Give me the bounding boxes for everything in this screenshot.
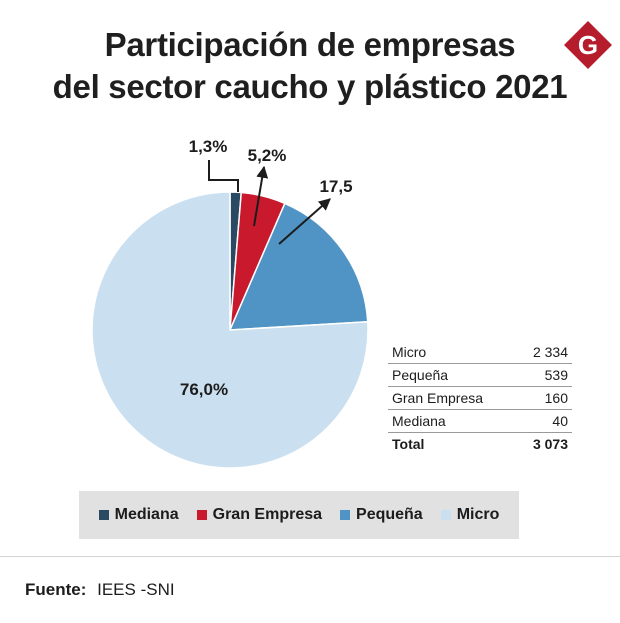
legend-item-pequena: Pequeña <box>340 506 423 524</box>
table-row: Mediana 40 <box>388 409 572 433</box>
table-cell-name: Micro <box>388 341 517 364</box>
table-cell-value: 40 <box>516 409 572 433</box>
footer-divider <box>0 556 620 557</box>
table-total-value: 3 073 <box>532 436 568 452</box>
legend-label-mediana: Mediana <box>114 506 179 523</box>
source-note: Fuente: IEES -SNI <box>25 580 175 600</box>
pie-slice-micro <box>91 191 369 469</box>
legend-swatch-micro <box>440 510 451 520</box>
legend-item-micro: Micro <box>440 506 500 524</box>
legend-swatch-pequena <box>340 510 351 520</box>
source-label: Fuente: <box>25 580 87 599</box>
pie-slice-pequena <box>228 202 369 331</box>
slice-label-mediana: 1,3% <box>189 137 228 156</box>
leader-line-gran-empresa <box>253 165 269 227</box>
table-cell-name: Mediana <box>388 409 517 433</box>
legend-swatch-gran-empresa <box>196 510 207 520</box>
legend-label-pequena: Pequeña <box>356 506 423 523</box>
legend-label-micro: Micro <box>456 506 500 523</box>
logo-diamond <box>564 21 612 69</box>
table-total-label: Total <box>392 436 425 452</box>
table-cell-value: 2 334 <box>516 341 572 364</box>
table-row: Micro 2 334 <box>388 341 572 364</box>
legend: Mediana Gran Empresa Pequeña Micro <box>79 491 519 539</box>
pie-slices <box>91 191 369 469</box>
pie-chart: 1,3% 5,2% 17,5 76,0% <box>91 137 369 469</box>
table-cell-name: Gran Empresa <box>388 386 517 410</box>
logo-letter: G <box>578 30 598 60</box>
data-table: Micro 2 334 Pequeña 539 Gran Empresa 160… <box>388 341 572 455</box>
slice-label-gran-empresa: 5,2% <box>248 146 287 165</box>
title-line-1: Participación de empresas <box>104 26 516 63</box>
legend-item-mediana: Mediana <box>98 506 179 524</box>
table-cell-name: Pequeña <box>388 363 517 387</box>
chart-title: Participación de empresas del sector cau… <box>0 24 620 108</box>
title-line-2: del sector caucho y plástico 2021 <box>52 68 568 105</box>
legend-item-gran-empresa: Gran Empresa <box>196 506 323 524</box>
leader-lines <box>208 160 331 245</box>
table-cell-value: 539 <box>516 363 572 387</box>
leader-line-mediana <box>208 160 239 192</box>
legend-swatch-mediana <box>98 510 109 520</box>
table-row: Gran Empresa 160 <box>388 386 572 410</box>
table-total-row: Total 3 073 <box>388 433 572 456</box>
slice-label-micro: 76,0% <box>180 380 228 399</box>
table-row: Pequeña 539 <box>388 363 572 387</box>
source-value: IEES -SNI <box>97 580 175 599</box>
leader-line-pequena <box>278 198 331 245</box>
brand-logo: G <box>564 21 612 69</box>
legend-label-gran-empresa: Gran Empresa <box>212 506 323 523</box>
table-cell-value: 160 <box>516 386 572 410</box>
slice-label-pequena: 17,5 <box>319 177 352 196</box>
